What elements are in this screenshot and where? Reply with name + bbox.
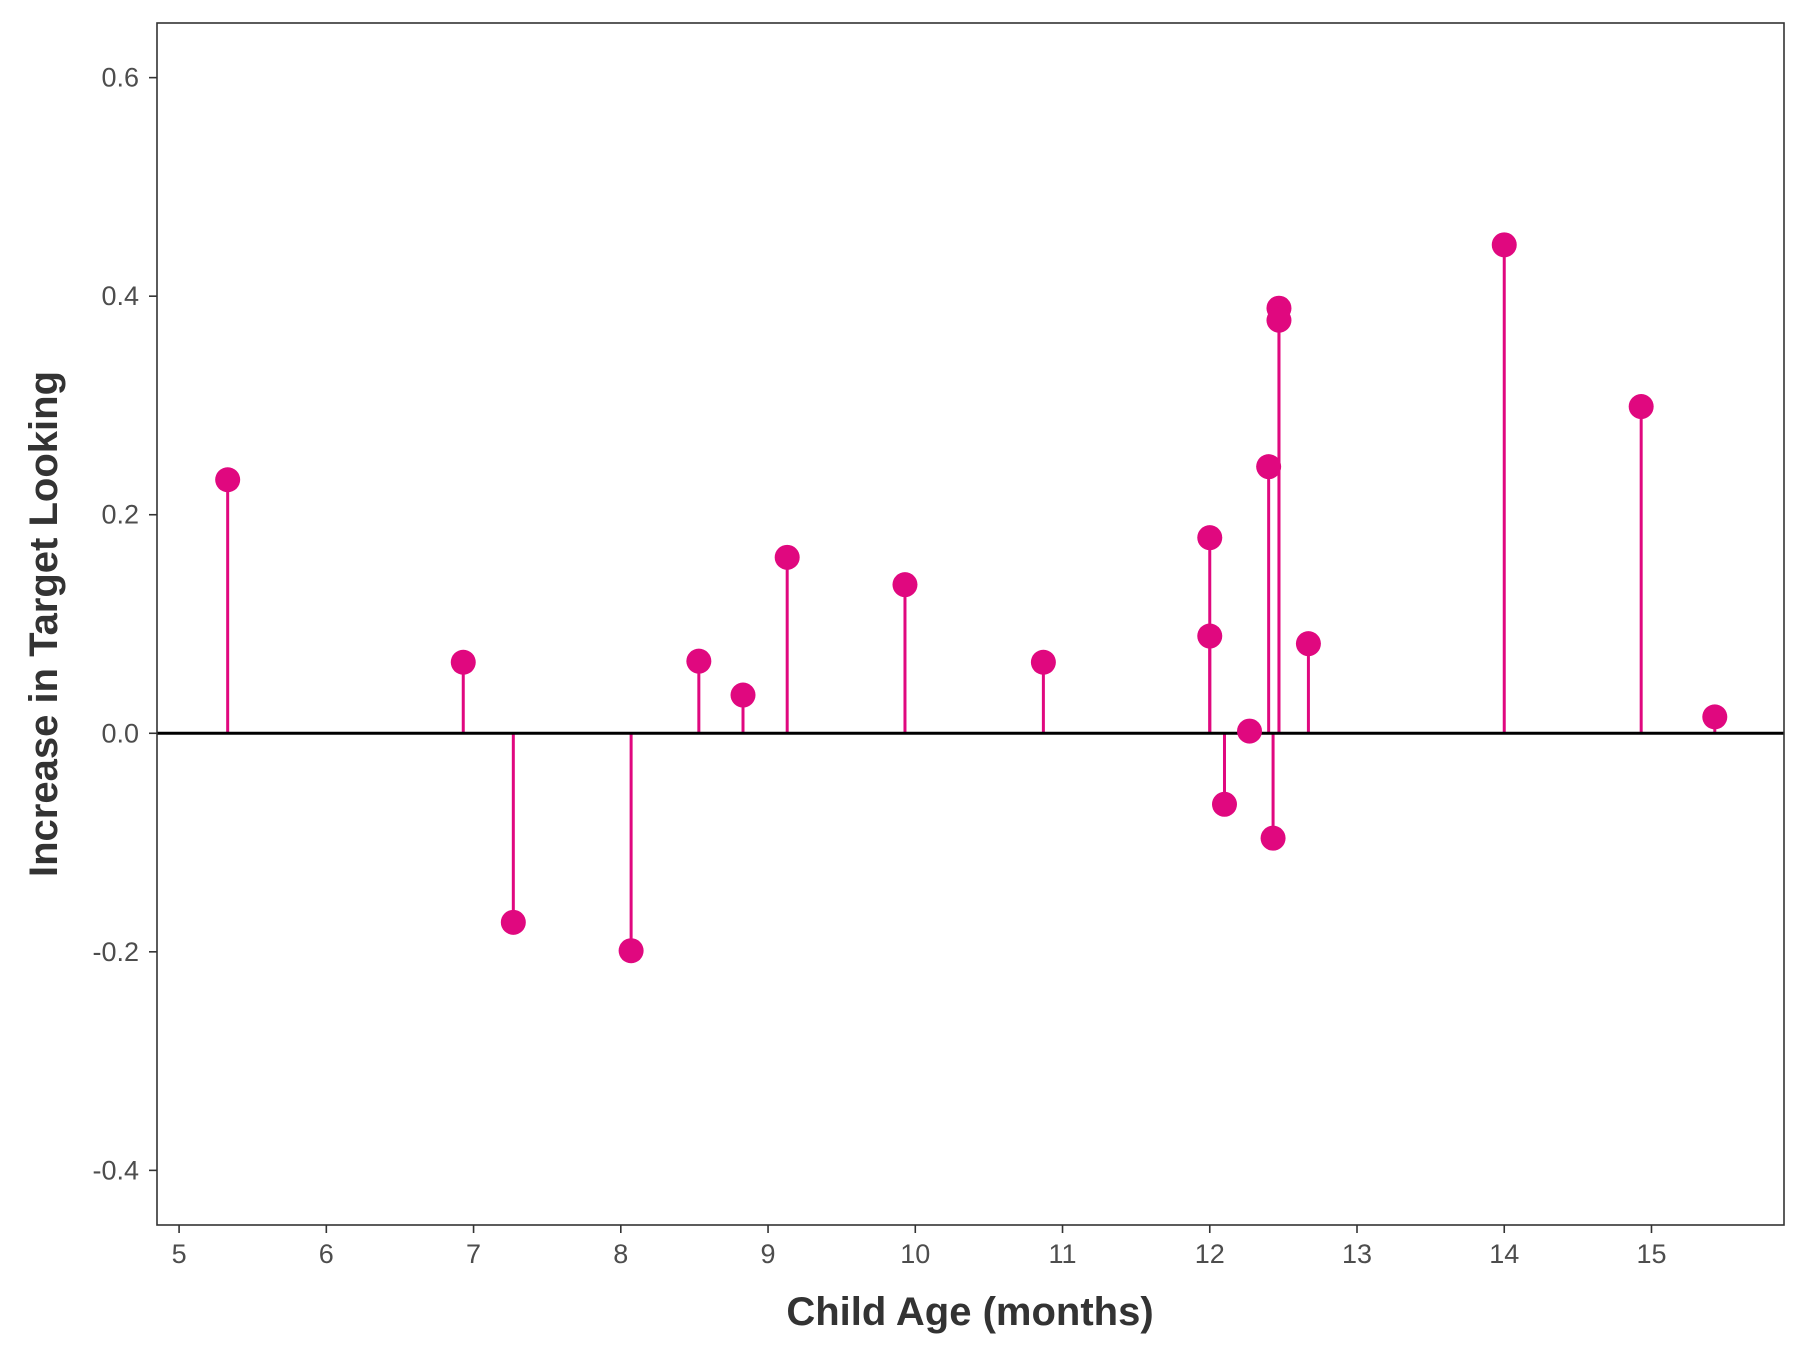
y-tick-label: 0.6: [101, 63, 139, 93]
x-tick-label: 8: [613, 1239, 628, 1269]
data-point: [618, 938, 644, 964]
plot-background: [157, 23, 1784, 1225]
data-point: [1260, 825, 1286, 851]
points-layer: [215, 232, 1728, 964]
data-point: [1211, 791, 1237, 817]
y-tick-label: -0.4: [92, 1155, 139, 1185]
x-tick-label: 13: [1342, 1239, 1372, 1269]
x-tick-label: 6: [319, 1239, 334, 1269]
x-tick-label: 15: [1636, 1239, 1666, 1269]
y-tick-label: -0.2: [92, 937, 139, 967]
plot-border: [156, 22, 1785, 1226]
x-axis-ticks: 5 6 7 8 9 10 11 12 13 14 15: [172, 1225, 1667, 1269]
data-point: [1256, 454, 1282, 480]
y-axis-title: Increase in Target Looking: [22, 371, 66, 877]
y-axis-ticks: -0.4 -0.2 0.0 0.2 0.4 0.6: [92, 63, 157, 1185]
data-point: [1491, 232, 1517, 258]
data-point: [450, 649, 476, 675]
data-point: [1628, 394, 1654, 420]
y-tick-label: 0.2: [101, 500, 139, 530]
data-point: [1295, 631, 1321, 657]
x-tick-label: 7: [466, 1239, 481, 1269]
data-point: [215, 467, 241, 493]
x-tick-label: 10: [900, 1239, 930, 1269]
y-tick-label: 0.4: [101, 281, 139, 311]
x-tick-label: 5: [172, 1239, 187, 1269]
data-point: [1197, 525, 1223, 551]
data-point: [1197, 623, 1223, 649]
data-point: [500, 909, 526, 935]
x-tick-label: 9: [761, 1239, 776, 1269]
x-tick-label: 11: [1049, 1239, 1077, 1269]
x-tick-label: 14: [1489, 1239, 1519, 1269]
y-tick-label: 0.0: [101, 718, 139, 748]
data-point: [730, 682, 756, 708]
data-point: [774, 544, 800, 570]
data-point: [686, 648, 712, 674]
data-point: [1237, 718, 1263, 744]
x-tick-label: 12: [1195, 1239, 1225, 1269]
data-point: [1266, 307, 1292, 333]
x-axis-title: Child Age (months): [786, 1290, 1153, 1334]
data-point: [1030, 649, 1056, 675]
data-point: [1702, 704, 1728, 730]
data-point: [892, 572, 918, 598]
